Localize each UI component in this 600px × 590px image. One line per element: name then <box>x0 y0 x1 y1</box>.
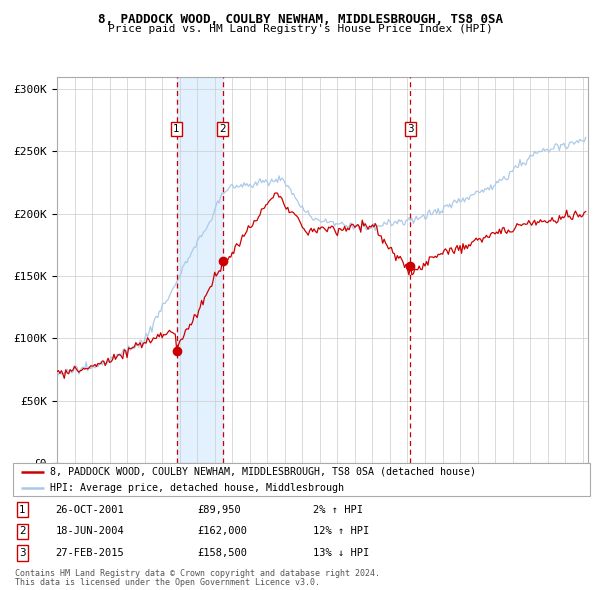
Text: £89,950: £89,950 <box>197 504 241 514</box>
Text: 27-FEB-2015: 27-FEB-2015 <box>55 548 124 558</box>
Text: 2: 2 <box>19 526 26 536</box>
Text: 13% ↓ HPI: 13% ↓ HPI <box>313 548 370 558</box>
Text: Contains HM Land Registry data © Crown copyright and database right 2024.: Contains HM Land Registry data © Crown c… <box>15 569 380 578</box>
Text: 1: 1 <box>19 504 26 514</box>
Text: 12% ↑ HPI: 12% ↑ HPI <box>313 526 370 536</box>
Text: 2% ↑ HPI: 2% ↑ HPI <box>313 504 363 514</box>
Text: 26-OCT-2001: 26-OCT-2001 <box>55 504 124 514</box>
FancyBboxPatch shape <box>13 463 590 496</box>
Text: £162,000: £162,000 <box>197 526 247 536</box>
Text: 18-JUN-2004: 18-JUN-2004 <box>55 526 124 536</box>
Text: 8, PADDOCK WOOD, COULBY NEWHAM, MIDDLESBROUGH, TS8 0SA (detached house): 8, PADDOCK WOOD, COULBY NEWHAM, MIDDLESB… <box>50 467 476 477</box>
Text: 8, PADDOCK WOOD, COULBY NEWHAM, MIDDLESBROUGH, TS8 0SA: 8, PADDOCK WOOD, COULBY NEWHAM, MIDDLESB… <box>97 13 503 26</box>
Text: This data is licensed under the Open Government Licence v3.0.: This data is licensed under the Open Gov… <box>15 578 320 586</box>
Bar <box>176 77 223 463</box>
Text: 3: 3 <box>19 548 26 558</box>
Text: £158,500: £158,500 <box>197 548 247 558</box>
Text: Price paid vs. HM Land Registry's House Price Index (HPI): Price paid vs. HM Land Registry's House … <box>107 24 493 34</box>
Text: HPI: Average price, detached house, Middlesbrough: HPI: Average price, detached house, Midd… <box>50 483 344 493</box>
Text: 3: 3 <box>407 124 413 134</box>
Text: 2: 2 <box>220 124 226 134</box>
Text: 1: 1 <box>173 124 180 134</box>
